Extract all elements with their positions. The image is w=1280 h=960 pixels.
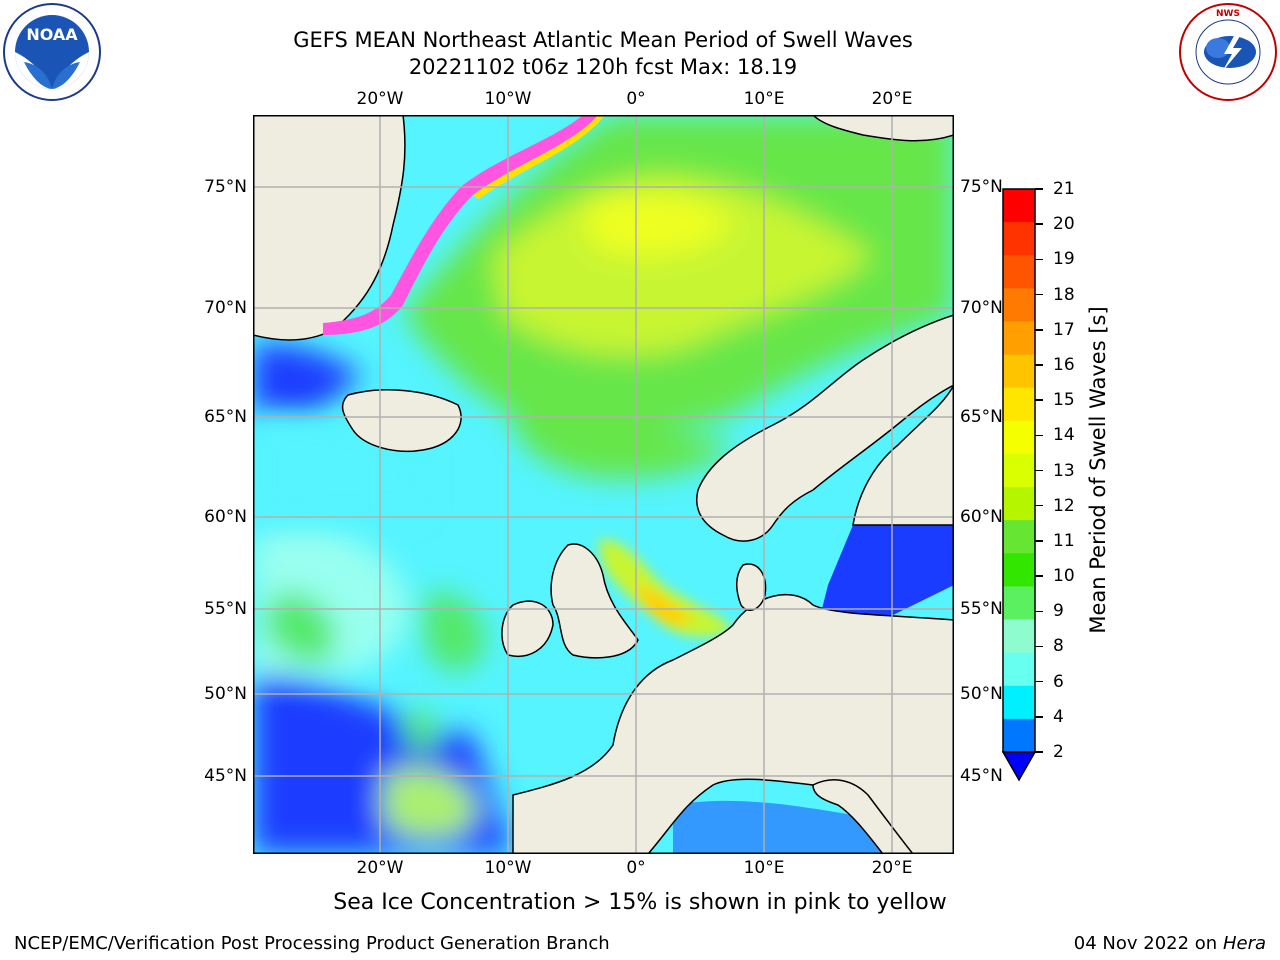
colorbar-tick-mark <box>1035 610 1043 612</box>
colorbar-tick-mark <box>1035 399 1043 401</box>
colorbar-segment <box>1003 619 1035 654</box>
page-subtitle: 20221102 t06z 120h fcst Max: 18.19 <box>408 55 798 79</box>
colorbar-segment <box>1003 255 1035 289</box>
iceland-land <box>341 389 462 452</box>
colorbar-segment <box>1003 553 1035 587</box>
colorbar-segment <box>1003 487 1035 521</box>
lat-label-right: 75°N <box>960 177 1003 197</box>
page-title: GEFS MEAN Northeast Atlantic Mean Period… <box>293 28 913 52</box>
colorbar-segment <box>1003 586 1035 621</box>
lat-label-left: 75°N <box>204 177 247 197</box>
colorbar-tick-label: 15 <box>1053 390 1075 411</box>
colorbar-segment <box>1003 652 1035 687</box>
lon-label-top: 10°E <box>743 89 785 109</box>
colorbar-tick-mark <box>1035 364 1043 366</box>
lat-label-right: 50°N <box>960 684 1003 704</box>
lon-label-top: 10°W <box>484 89 532 109</box>
lat-label-right: 45°N <box>960 766 1003 786</box>
colorbar-segment <box>1003 189 1035 223</box>
colorbar-tick-label: 6 <box>1053 671 1064 692</box>
colorbar-tick-label: 2 <box>1053 742 1064 762</box>
swell-period-map <box>253 115 954 854</box>
lat-label-right: 70°N <box>960 298 1003 318</box>
ireland-land <box>501 600 554 657</box>
lat-label-left: 65°N <box>204 407 247 427</box>
colorbar-tick-mark <box>1035 258 1043 261</box>
lat-label-left: 45°N <box>204 766 247 786</box>
footer-credit: NCEP/EMC/Verification Post Processing Pr… <box>14 933 610 954</box>
colorbar-segment <box>1003 222 1035 256</box>
lon-label-top: 20°W <box>356 89 404 109</box>
colorbar-tick-mark <box>1035 716 1043 718</box>
colorbar-segment <box>1003 718 1035 753</box>
colorbar-tick-label: 20 <box>1053 214 1075 235</box>
colorbar-tick-mark <box>1035 680 1043 683</box>
nws-logo: NWS <box>1179 3 1277 101</box>
colorbar-segment <box>1003 420 1035 455</box>
colorbar-segment <box>1003 354 1035 389</box>
colorbar-tick-label: 8 <box>1053 636 1064 657</box>
lon-label-bottom: 20°W <box>356 858 404 878</box>
colorbar-segment <box>1003 453 1035 488</box>
colorbar-tick-label: 21 <box>1053 179 1075 199</box>
lat-label-left: 50°N <box>204 684 247 704</box>
colorbar-tick-label: 9 <box>1053 601 1064 622</box>
colorbar-tick-label: 18 <box>1053 284 1075 305</box>
colorbar-tick-mark <box>1035 575 1043 577</box>
colorbar-segment <box>1003 288 1035 322</box>
colorbar-tick-mark <box>1035 223 1043 225</box>
great-britain-land <box>550 543 639 659</box>
lon-label-top: 0° <box>626 89 646 109</box>
lat-label-left: 70°N <box>204 298 247 318</box>
scandinavia-land <box>696 314 954 542</box>
colorbar-tick-mark <box>1035 469 1043 472</box>
greenland-land <box>253 115 406 341</box>
noaa-logo-text: NOAA <box>26 25 78 44</box>
colorbar-tick-label: 12 <box>1053 495 1075 516</box>
colorbar-segment <box>1003 685 1035 720</box>
lon-label-bottom: 10°E <box>743 858 785 878</box>
graticule <box>253 115 954 854</box>
lat-label-right: 60°N <box>960 507 1003 527</box>
colorbar-tick-mark <box>1035 188 1043 190</box>
colorbar-segment <box>1003 387 1035 422</box>
lat-label-right: 65°N <box>960 407 1003 427</box>
colorbar-tick-label: 10 <box>1053 566 1075 587</box>
lon-label-top: 20°E <box>871 89 913 109</box>
lat-label-right: 55°N <box>960 599 1003 619</box>
colorbar-tick-label: 17 <box>1053 319 1075 340</box>
colorbar-tick-mark <box>1035 751 1043 753</box>
footer-date: 04 Nov 2022 on Hera <box>1073 933 1266 954</box>
colorbar-tick-mark <box>1035 434 1043 437</box>
colorbar-label: Mean Period of Swell Waves [s] <box>1086 306 1110 634</box>
colorbar-tick-mark <box>1035 329 1043 331</box>
lat-label-left: 60°N <box>204 507 247 527</box>
sea-ice-caption: Sea Ice Concentration > 15% is shown in … <box>333 890 947 915</box>
colorbar-tick-label: 14 <box>1053 425 1075 446</box>
colorbar-tick-label: 4 <box>1053 706 1064 727</box>
colorbar-tick-mark <box>1035 645 1043 648</box>
lon-label-bottom: 0° <box>626 858 646 878</box>
lon-label-bottom: 20°E <box>871 858 913 878</box>
noaa-logo: NOAA <box>3 3 101 101</box>
footer-host: Hera <box>1222 933 1266 954</box>
colorbar-tick-label: 13 <box>1053 460 1075 481</box>
colorbar-tick-label: 16 <box>1053 354 1075 375</box>
colorbar <box>1001 188 1037 782</box>
colorbar-tick-mark <box>1035 504 1043 507</box>
colorbar-tick-label: 11 <box>1053 530 1075 551</box>
svg-text:NWS: NWS <box>1216 9 1240 19</box>
colorbar-segment <box>1003 321 1035 356</box>
colorbar-segment <box>1003 520 1035 554</box>
colorbar-tick-mark <box>1035 293 1043 296</box>
colorbar-tick-label: 19 <box>1053 249 1075 270</box>
colorbar-tick-mark <box>1035 540 1043 542</box>
lon-label-bottom: 10°W <box>484 858 532 878</box>
lat-label-left: 55°N <box>204 599 247 619</box>
